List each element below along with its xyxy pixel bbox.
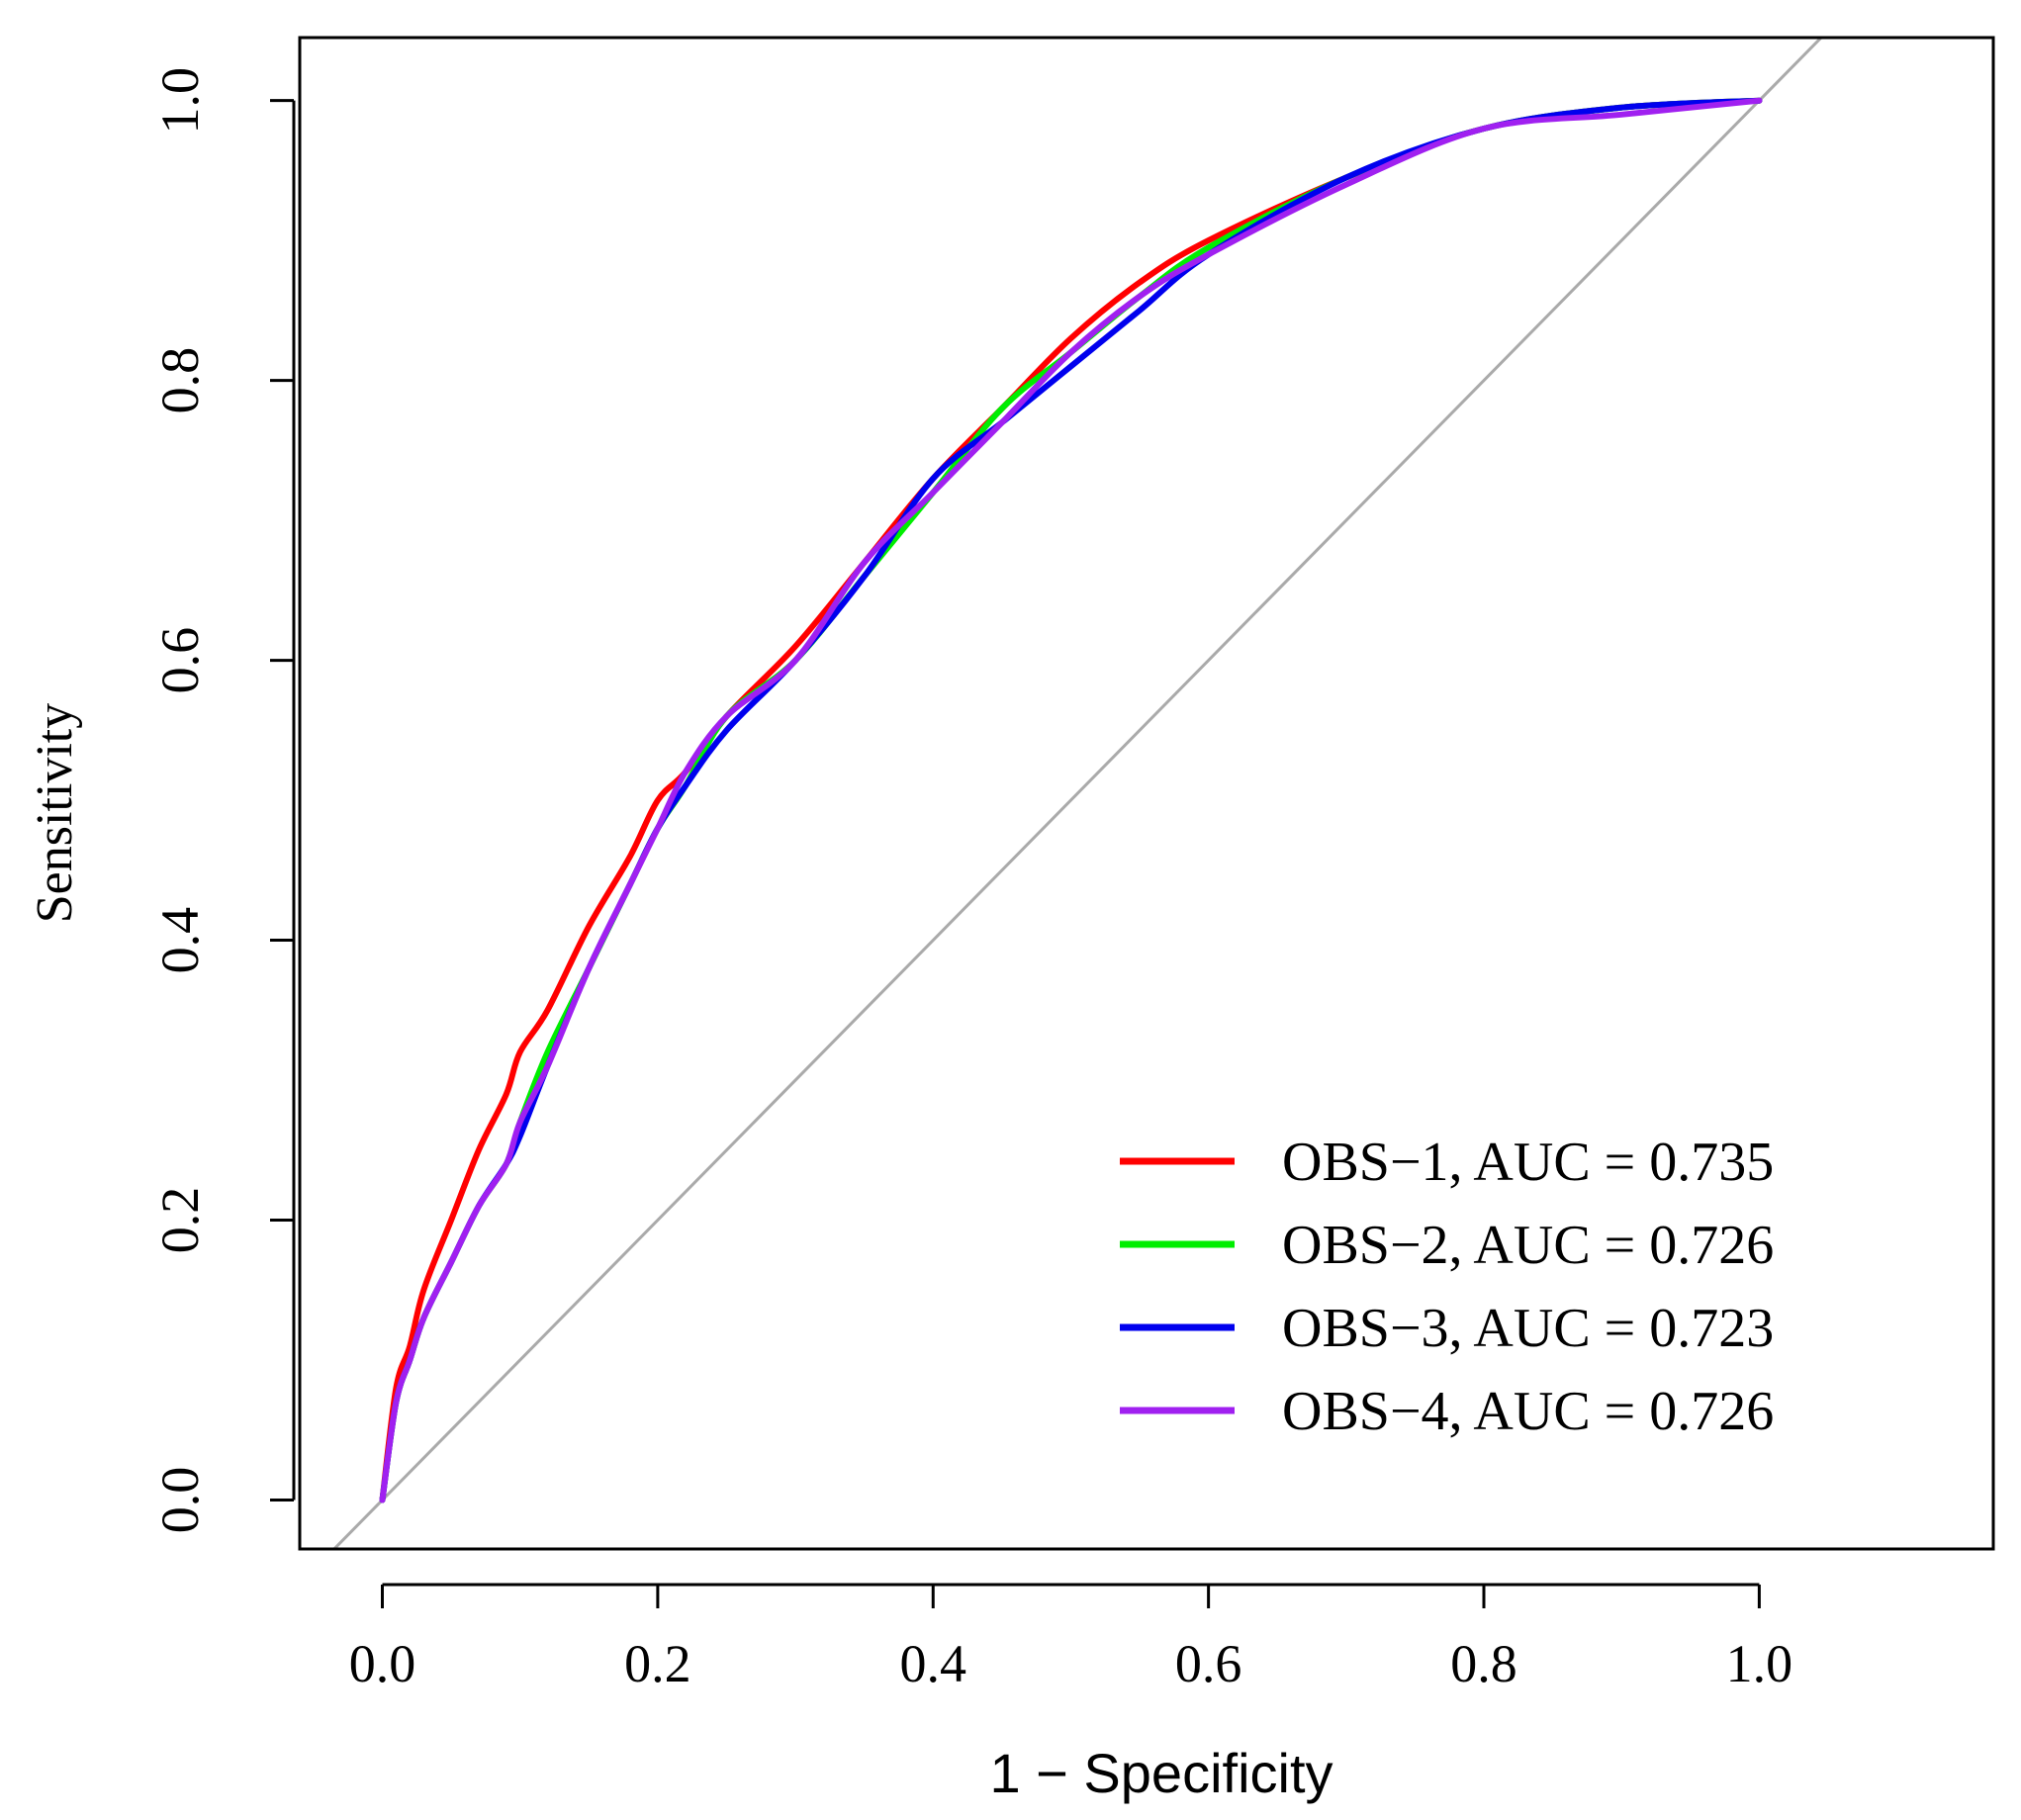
x-tick-label: 0.6	[1175, 1634, 1242, 1693]
x-tick-label: 0.2	[624, 1634, 691, 1693]
y-axis: 0.0 0.2 0.4 0.6 0.8 1.0	[150, 67, 296, 1534]
legend-label: OBS−2, AUC = 0.726	[1282, 1215, 1774, 1276]
y-tick-label: 1.0	[150, 67, 210, 135]
legend: OBS−1, AUC = 0.735 OBS−2, AUC = 0.726 OBS−…	[1120, 1132, 1774, 1442]
reference-diagonal-line	[331, 38, 1824, 1549]
x-tick-label: 0.0	[349, 1634, 416, 1693]
legend-label: OBS−4, AUC = 0.726	[1282, 1381, 1774, 1442]
y-tick-label: 0.8	[150, 347, 210, 414]
x-tick-label: 1.0	[1726, 1634, 1793, 1693]
y-tick-label: 0.4	[150, 907, 210, 974]
reference-line-layer	[331, 38, 1824, 1549]
legend-label: OBS−1, AUC = 0.735	[1282, 1132, 1774, 1193]
plot-frame	[298, 36, 1995, 1551]
legend-label: OBS−3, AUC = 0.723	[1282, 1298, 1774, 1359]
x-axis: 0.0 0.2 0.4 0.6 0.8 1.0	[349, 1583, 1793, 1693]
x-tick-label: 0.8	[1450, 1634, 1517, 1693]
x-tick-label: 0.4	[900, 1634, 967, 1693]
roc-curve-obs-4	[379, 97, 1763, 1503]
y-tick-label: 0.2	[150, 1187, 210, 1254]
y-axis-title: Sensitivity	[27, 703, 83, 923]
y-tick-label: 0.6	[150, 627, 210, 694]
x-axis-title: 1 − Specificity	[989, 1742, 1332, 1804]
y-tick-label: 0.0	[150, 1467, 210, 1534]
series-layer	[379, 97, 1763, 1503]
